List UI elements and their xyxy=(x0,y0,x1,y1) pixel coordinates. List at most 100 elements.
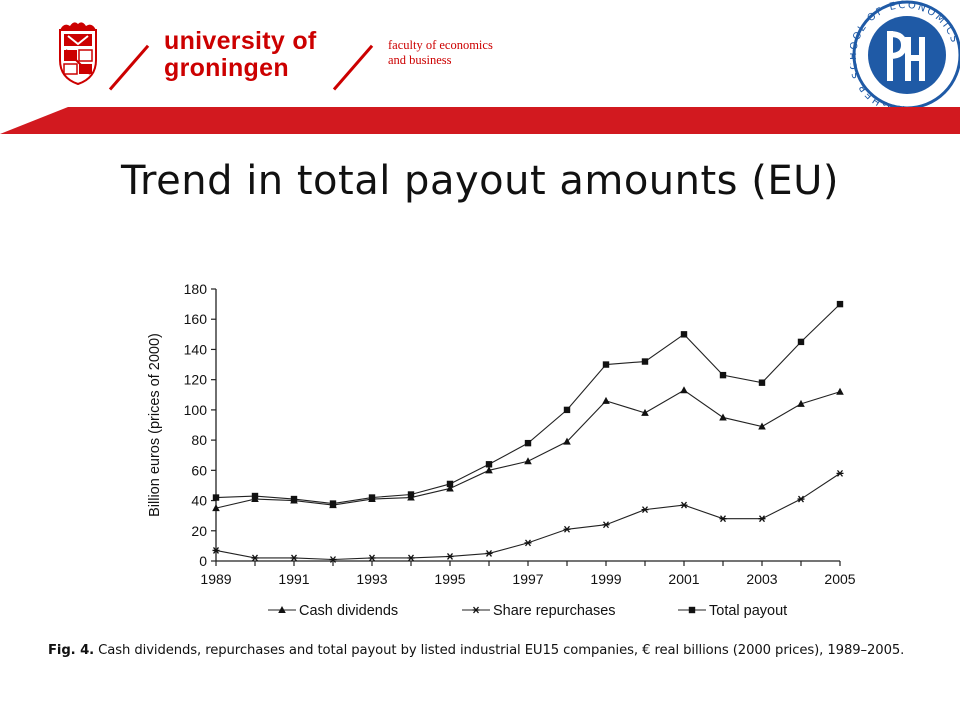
data-point xyxy=(329,556,337,563)
data-point xyxy=(641,506,649,514)
data-point xyxy=(719,515,727,523)
x-tick-label: 1991 xyxy=(278,571,309,587)
data-point xyxy=(212,504,220,512)
x-tick-label: 1995 xyxy=(434,571,465,587)
y-tick-label: 160 xyxy=(184,311,208,327)
data-point xyxy=(563,406,571,414)
chart-axes: 0 20 40 60 80 100 120 140 160 180 1989 1991 1993 1995… xyxy=(147,281,856,587)
data-point xyxy=(563,525,571,533)
slide-header: university of groningen faculty of econo… xyxy=(0,0,960,112)
red-slash-divider xyxy=(108,44,150,91)
x-tick-label: 1989 xyxy=(200,571,231,587)
data-point xyxy=(251,492,259,500)
data-point xyxy=(446,553,454,560)
data-point xyxy=(680,386,688,394)
series-total-payout xyxy=(212,300,844,507)
data-point xyxy=(485,461,493,468)
x-tick-label: 2001 xyxy=(668,571,699,587)
x-tick-label: 1997 xyxy=(512,571,543,587)
series-share-repurchases xyxy=(212,469,844,563)
data-point xyxy=(836,300,844,308)
data-point xyxy=(212,547,220,554)
payout-line-chart: 0 20 40 60 80 100 120 140 160 180 1989 1991 1993 1995… xyxy=(147,281,856,619)
data-point xyxy=(485,550,493,557)
slide-title: Trend in total payout amounts (EU) xyxy=(121,158,839,204)
data-point xyxy=(797,399,805,407)
data-point xyxy=(524,439,532,447)
y-tick-label: 120 xyxy=(184,372,208,388)
data-point xyxy=(407,554,415,562)
y-tick-label: 40 xyxy=(191,493,207,509)
y-tick-label: 0 xyxy=(199,553,207,569)
data-point xyxy=(680,331,688,338)
data-point xyxy=(680,501,688,509)
x-tick-label: 1993 xyxy=(356,571,387,587)
faculty-name: faculty of economics and business xyxy=(388,38,493,68)
legend-label: Cash dividends xyxy=(299,603,398,619)
series-line xyxy=(215,303,841,505)
data-point xyxy=(758,515,766,523)
hse-seal-icon: HIGHER SCHOOL OF ECONOMICS xyxy=(850,0,960,112)
data-point xyxy=(290,554,298,562)
data-point xyxy=(485,466,493,474)
legend-item: Cash dividends xyxy=(268,603,398,619)
data-point xyxy=(212,494,220,501)
caption-label: Fig. 4. xyxy=(48,643,95,658)
university-name: university of groningen xyxy=(164,28,317,82)
x-tick-label: 1999 xyxy=(590,571,621,587)
figure-caption: Fig. 4. Cash dividends, repurchases and … xyxy=(48,643,938,658)
data-point xyxy=(368,494,376,501)
legend-marker xyxy=(472,606,480,614)
data-point xyxy=(797,338,805,346)
series-cash-dividends xyxy=(212,386,844,512)
data-point xyxy=(641,358,649,365)
chart-legend: Cash dividends Share repurchases Total pay… xyxy=(268,603,787,619)
data-point xyxy=(446,484,454,492)
data-point xyxy=(524,539,532,547)
x-tick-label: 2005 xyxy=(824,571,855,587)
y-tick-label: 80 xyxy=(191,432,207,448)
chart-series xyxy=(212,300,844,563)
data-point xyxy=(719,371,727,379)
data-point xyxy=(290,495,298,503)
y-tick-label: 140 xyxy=(184,341,208,357)
data-point xyxy=(797,495,805,503)
university-line-1: university of xyxy=(164,27,317,55)
x-tick-label: 2003 xyxy=(746,571,777,587)
university-line-2: groningen xyxy=(164,54,289,82)
data-point xyxy=(758,422,766,430)
data-point xyxy=(251,554,259,562)
data-point xyxy=(602,521,610,529)
legend-label: Total payout xyxy=(709,603,787,619)
data-point xyxy=(407,491,415,498)
legend-marker xyxy=(278,606,286,613)
data-point xyxy=(836,469,844,477)
data-point xyxy=(758,379,766,386)
red-header-band xyxy=(0,107,960,134)
y-tick-label: 180 xyxy=(184,281,208,297)
y-tick-label: 20 xyxy=(191,523,207,539)
y-tick-label: 60 xyxy=(191,462,207,478)
data-point xyxy=(719,413,727,421)
data-point xyxy=(368,554,376,562)
legend-marker xyxy=(688,606,696,614)
faculty-line-1: faculty of economics xyxy=(388,38,493,52)
faculty-line-2: and business xyxy=(388,53,452,67)
data-point xyxy=(836,387,844,395)
red-slash-divider xyxy=(332,44,374,91)
legend-item: Share repurchases xyxy=(462,603,616,619)
data-point xyxy=(446,480,454,488)
legend-item: Total payout xyxy=(678,603,787,619)
y-tick-label: 100 xyxy=(184,402,208,418)
data-point xyxy=(641,408,649,416)
data-point xyxy=(524,457,532,465)
series-line xyxy=(215,472,841,561)
series-line xyxy=(215,389,841,509)
data-point xyxy=(602,396,610,404)
data-point xyxy=(329,500,337,507)
caption-text: Cash dividends, repurchases and total pa… xyxy=(98,643,905,658)
legend-label: Share repurchases xyxy=(493,603,616,619)
data-point xyxy=(563,437,571,445)
groningen-crest-icon xyxy=(59,22,97,86)
y-axis-label: Billion euros (prices of 2000) xyxy=(147,333,163,517)
